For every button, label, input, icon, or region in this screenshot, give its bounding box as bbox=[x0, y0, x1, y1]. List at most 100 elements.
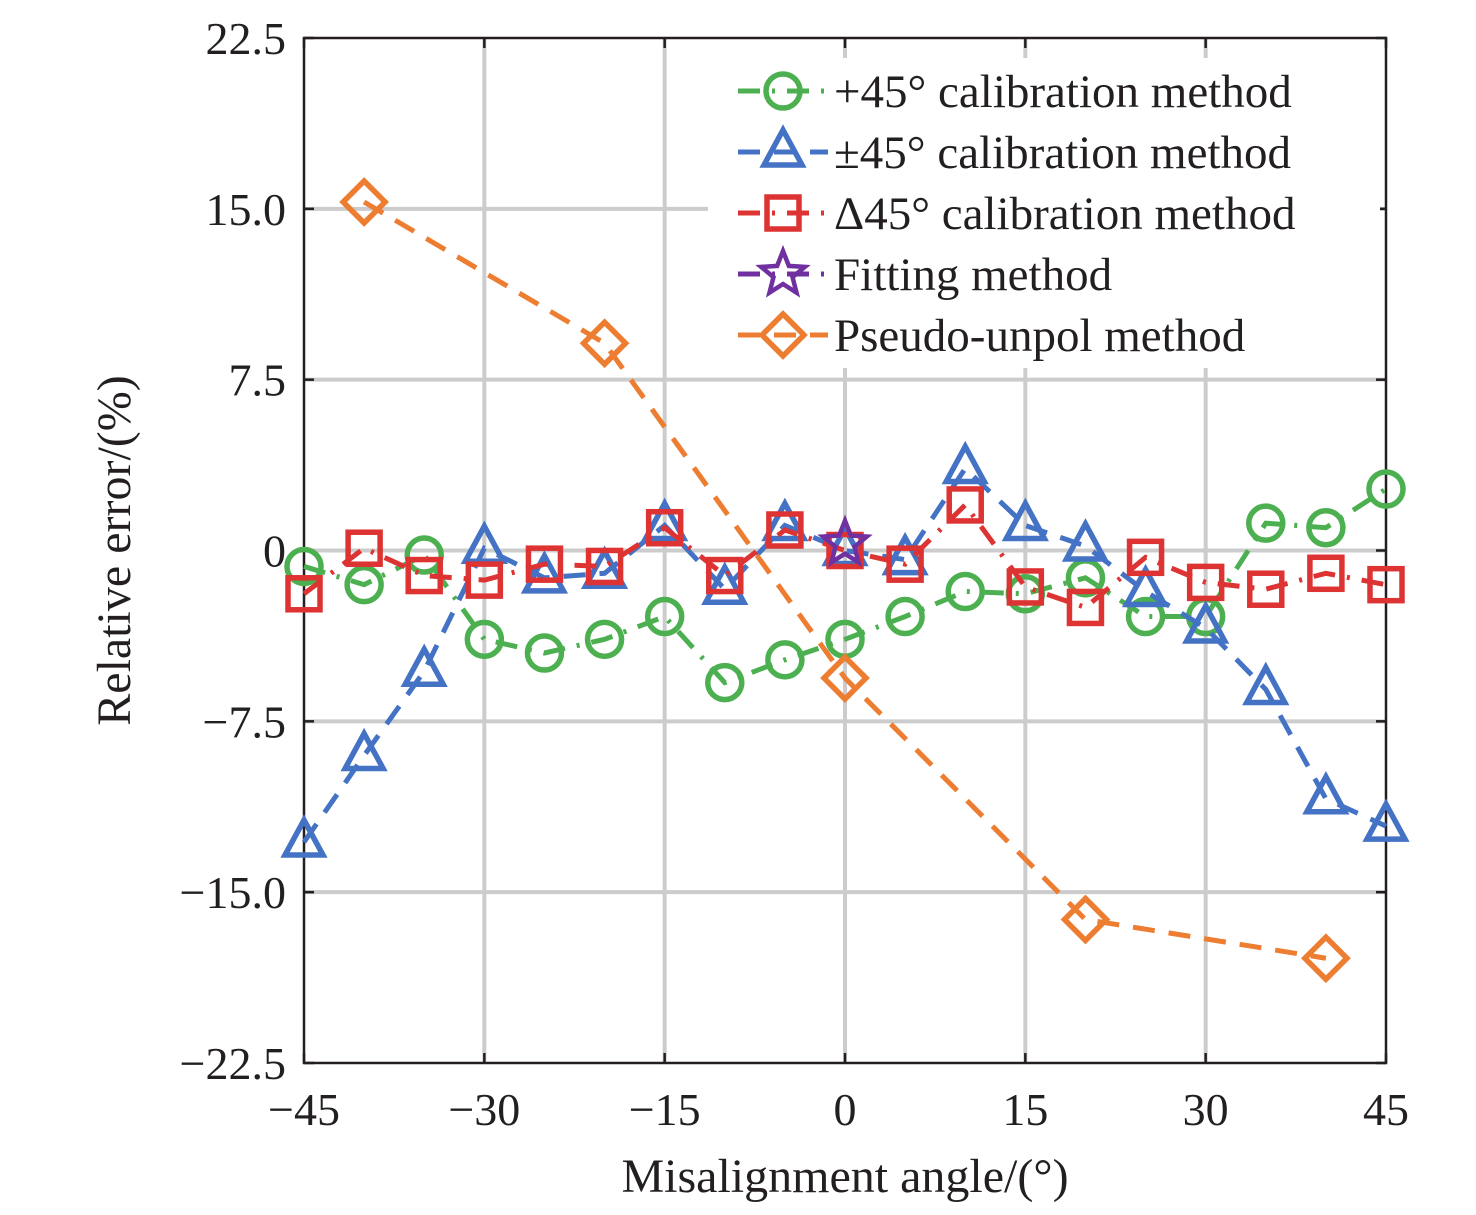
x-axis-title: Misalignment angle/(°) bbox=[621, 1150, 1068, 1203]
45-calibration-method-line bbox=[302, 501, 1387, 611]
x-tick-label: −15 bbox=[629, 1084, 701, 1135]
45-calibration-method-point bbox=[340, 727, 388, 772]
45-calibration-method-point bbox=[525, 545, 564, 583]
y-tick-label: −15.0 bbox=[180, 867, 286, 918]
45-calibration-method-point bbox=[580, 545, 629, 590]
45-calibration-method-point bbox=[644, 596, 685, 637]
45-calibration-method-point bbox=[885, 596, 925, 637]
legend-entry-45-calibration-method: ±45° calibration method bbox=[738, 124, 1291, 179]
45-calibration-method-point bbox=[701, 561, 749, 605]
legend-label: Δ45° calibration method bbox=[834, 188, 1295, 240]
45-calibration-method-point bbox=[585, 547, 624, 586]
y-tick-label: 0 bbox=[263, 526, 286, 577]
45-calibration-method-point bbox=[761, 497, 809, 542]
pseudo-unpol-method-point bbox=[1060, 894, 1111, 945]
45-calibration-method-point bbox=[1061, 518, 1110, 562]
x-tick-label: 0 bbox=[834, 1084, 857, 1135]
pseudo-unpol-method-point bbox=[339, 177, 390, 227]
45-calibration-method-point bbox=[464, 619, 505, 660]
legend-marker bbox=[764, 194, 802, 232]
pseudo-unpol-method-point bbox=[579, 318, 630, 369]
45-calibration-method-point bbox=[1186, 563, 1225, 602]
series-pseudo-unpol-method bbox=[339, 177, 1351, 984]
45-calibration-method-point bbox=[641, 497, 689, 542]
y-tick-label: −7.5 bbox=[203, 696, 286, 747]
45-calibration-method-point bbox=[520, 550, 569, 594]
45-calibration-method-point bbox=[345, 529, 383, 567]
45-calibration-method-point bbox=[946, 486, 984, 524]
45-calibration-method-point bbox=[1307, 554, 1345, 593]
45-calibration-method-point bbox=[645, 508, 684, 547]
45-calibration-method-line bbox=[303, 486, 1388, 686]
x-tick-label: −30 bbox=[448, 1084, 520, 1135]
45-calibration-method-point bbox=[280, 814, 328, 858]
y-tick-label: 15.0 bbox=[206, 184, 287, 235]
45-calibration-method-point bbox=[524, 633, 565, 673]
legend-entry-45-calibration-method: Δ45° calibration method bbox=[738, 188, 1295, 240]
series-fitting-method bbox=[817, 514, 873, 568]
45-calibration-method-point bbox=[1302, 771, 1350, 815]
series-layer bbox=[280, 177, 1410, 984]
45-calibration-method-point bbox=[1242, 661, 1290, 706]
45-calibration-method-point bbox=[1246, 503, 1286, 543]
45-calibration-method-point bbox=[886, 545, 924, 583]
45-calibration-method-point bbox=[1182, 600, 1230, 644]
45-calibration-method-point bbox=[1362, 798, 1410, 842]
45-calibration-method-point bbox=[945, 571, 985, 612]
45-calibration-method-point bbox=[706, 556, 744, 595]
series-45-calibration-method bbox=[285, 486, 1405, 627]
y-tick-label: −22.5 bbox=[180, 1038, 286, 1089]
fitting-method-point bbox=[817, 514, 873, 568]
45-calibration-method-point bbox=[1125, 596, 1166, 637]
x-tick-label: 45 bbox=[1363, 1084, 1409, 1135]
45-calibration-method-point bbox=[404, 535, 444, 575]
legend-label: +45° calibration method bbox=[834, 66, 1292, 118]
x-tick-label: 30 bbox=[1183, 1084, 1229, 1135]
pseudo-unpol-method-point bbox=[820, 653, 870, 703]
legend-marker bbox=[758, 310, 808, 360]
45-calibration-method-point bbox=[705, 662, 745, 703]
legend: +45° calibration method ±45° calibration … bbox=[708, 58, 1380, 368]
45-calibration-method-point bbox=[460, 520, 508, 564]
45-calibration-method-point bbox=[584, 619, 625, 660]
legend-background bbox=[708, 58, 1380, 368]
y-axis-title: Relative error/(%) bbox=[88, 375, 141, 725]
y-tick-label: 22.5 bbox=[206, 13, 287, 64]
45-calibration-method-point bbox=[766, 511, 804, 549]
pseudo-unpol-method-point bbox=[1300, 933, 1351, 984]
45-calibration-method-point bbox=[826, 531, 864, 570]
45-calibration-method-point bbox=[1126, 538, 1165, 577]
45-calibration-method-point bbox=[405, 556, 443, 595]
legend-entry-45-calibration-method: +45° calibration method bbox=[738, 66, 1292, 118]
x-tick-label: 15 bbox=[1002, 1084, 1048, 1135]
legend-entry-pseudo-unpol-method: Pseudo-unpol method bbox=[738, 310, 1245, 362]
45-calibration-method-point bbox=[1306, 507, 1346, 548]
45-calibration-method-point bbox=[1001, 497, 1049, 542]
x-tick-label: −45 bbox=[268, 1084, 340, 1135]
45-calibration-method-point bbox=[344, 564, 384, 605]
45-calibration-method-line bbox=[301, 464, 1388, 844]
legend-label: ±45° calibration method bbox=[834, 127, 1291, 179]
45-calibration-method-point bbox=[400, 643, 448, 687]
series-45-calibration-method bbox=[280, 440, 1410, 858]
axis-ticks: −45 −30 −15 0 15 30 45 −22.5 −15.0 −7.5 0 7.5 15.0 22… bbox=[180, 13, 1409, 1135]
45-calibration-method-point bbox=[1366, 469, 1406, 509]
legend-marker bbox=[755, 244, 811, 298]
pseudo-unpol-method-line bbox=[362, 199, 1327, 961]
45-calibration-method-point bbox=[285, 575, 323, 613]
legend-label: Fitting method bbox=[834, 249, 1112, 301]
legend-label: Pseudo-unpol method bbox=[834, 310, 1245, 362]
45-calibration-method-point bbox=[1367, 565, 1405, 604]
45-calibration-method-point bbox=[1006, 568, 1045, 606]
y-tick-label: 7.5 bbox=[229, 355, 287, 406]
45-calibration-method-point bbox=[1121, 563, 1170, 608]
45-calibration-method-point bbox=[765, 640, 805, 680]
45-calibration-method-point bbox=[465, 561, 504, 599]
legend-entry-fitting-method: Fitting method bbox=[738, 244, 1112, 301]
legend-marker bbox=[759, 124, 807, 168]
legend-marker bbox=[763, 71, 803, 111]
45-calibration-method-point bbox=[284, 546, 324, 587]
45-calibration-method-point bbox=[941, 440, 989, 485]
